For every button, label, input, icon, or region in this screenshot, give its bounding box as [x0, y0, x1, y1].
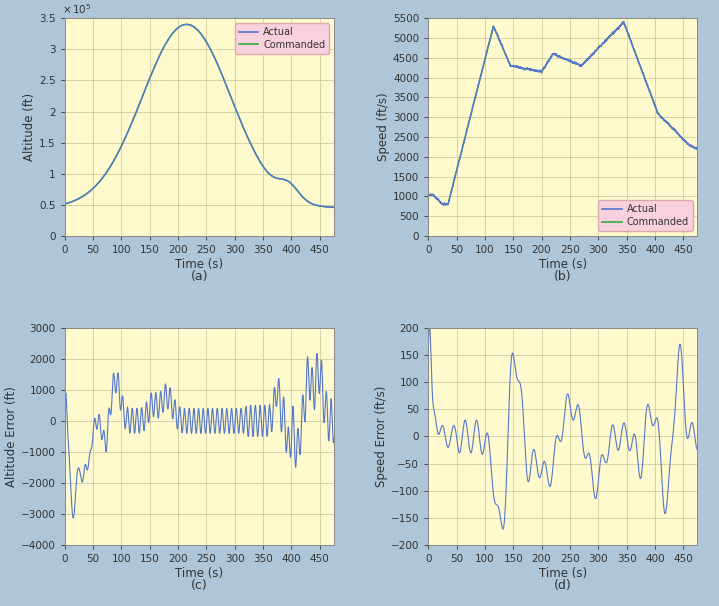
Commanded	[424, 191, 433, 198]
Y-axis label: Altitude (ft): Altitude (ft)	[23, 93, 36, 161]
Line: Commanded: Commanded	[65, 24, 334, 207]
Line: Actual: Actual	[429, 22, 697, 205]
Commanded	[528, 66, 537, 73]
Actual	[693, 145, 702, 152]
Actual	[252, 152, 261, 159]
Commanded	[122, 132, 131, 139]
Actual	[181, 21, 190, 28]
Commanded	[693, 145, 702, 153]
Commanded	[273, 175, 282, 182]
Actual	[619, 18, 628, 25]
Line: Actual: Actual	[65, 24, 334, 207]
Commanded	[485, 36, 494, 44]
Commanded	[544, 57, 553, 64]
Actual	[273, 175, 282, 182]
Actual	[424, 191, 433, 198]
Text: (c): (c)	[191, 579, 208, 592]
Actual	[122, 132, 131, 139]
Actual	[329, 204, 337, 211]
Text: (a): (a)	[191, 270, 208, 282]
Commanded	[637, 65, 646, 73]
Commanded	[252, 152, 261, 159]
Y-axis label: Speed (ft/s): Speed (ft/s)	[377, 93, 390, 161]
Actual	[485, 38, 494, 45]
Text: $\times\,10^5$: $\times\,10^5$	[62, 2, 91, 16]
X-axis label: Time (s): Time (s)	[175, 258, 224, 271]
Commanded	[615, 22, 624, 30]
Line: Commanded: Commanded	[429, 22, 697, 204]
Legend: Actual, Commanded: Actual, Commanded	[598, 201, 692, 231]
Actual	[528, 67, 537, 74]
Text: (d): (d)	[554, 579, 572, 592]
Commanded	[329, 204, 338, 211]
Actual	[637, 65, 646, 73]
Actual	[544, 58, 553, 65]
Actual	[329, 204, 338, 211]
Commanded	[580, 59, 588, 67]
Commanded	[438, 201, 446, 208]
Y-axis label: Speed Error (ft/s): Speed Error (ft/s)	[375, 386, 388, 487]
Commanded	[183, 21, 191, 28]
Actual	[180, 21, 189, 28]
Commanded	[165, 35, 173, 42]
Y-axis label: Altitude Error (ft): Altitude Error (ft)	[5, 386, 18, 487]
Actual	[615, 22, 624, 30]
X-axis label: Time (s): Time (s)	[539, 567, 587, 580]
Commanded	[619, 19, 628, 26]
Legend: Actual, Commanded: Actual, Commanded	[235, 23, 329, 54]
Actual	[60, 200, 69, 207]
Actual	[165, 35, 173, 42]
X-axis label: Time (s): Time (s)	[539, 258, 587, 271]
Actual	[439, 201, 448, 208]
Text: (b): (b)	[554, 270, 572, 282]
X-axis label: Time (s): Time (s)	[175, 567, 224, 580]
Actual	[216, 68, 225, 75]
Commanded	[216, 68, 225, 75]
Commanded	[60, 200, 69, 207]
Commanded	[180, 21, 189, 28]
Actual	[580, 60, 588, 67]
